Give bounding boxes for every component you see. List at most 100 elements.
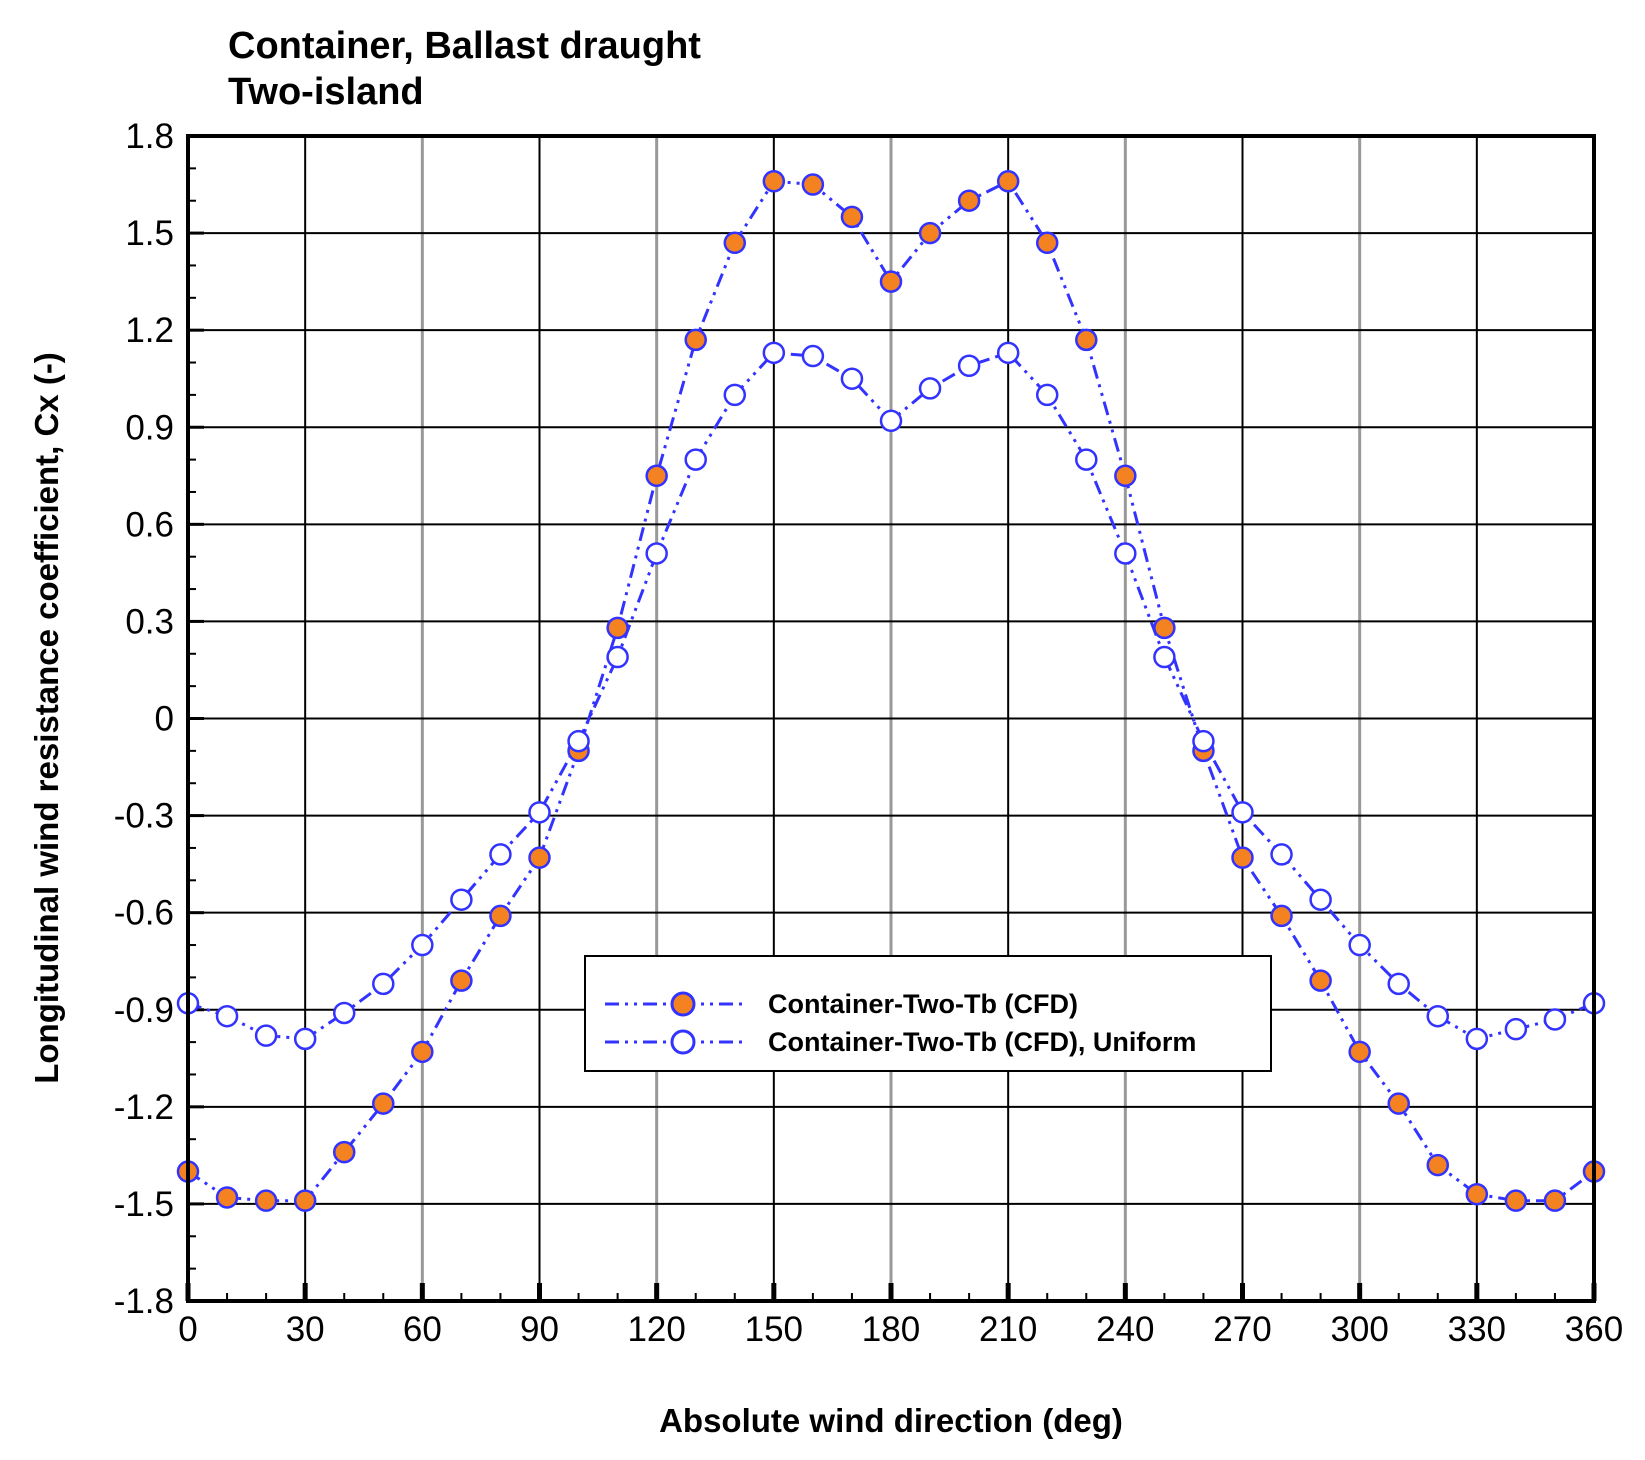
- legend-label-2: Container-Two-Tb (CFD), Uniform: [768, 1027, 1196, 1057]
- series-2-point: [1114, 542, 1137, 565]
- y-tick-label: -1.5: [114, 1185, 174, 1224]
- series-1-point: [684, 328, 707, 352]
- series-2-point: [372, 972, 395, 996]
- x-tick-label: 210: [979, 1310, 1037, 1349]
- x-tick-label: 330: [1448, 1310, 1506, 1349]
- series-1-point: [450, 969, 473, 992]
- series-1-point: [215, 1186, 239, 1209]
- series-1-point: [1035, 231, 1059, 255]
- series-1-point: [528, 846, 551, 869]
- legend-label-1: Container-Two-Tb (CFD): [768, 989, 1078, 1019]
- series-1-point: [254, 1189, 278, 1212]
- series-2-point: [567, 729, 590, 753]
- chart-title: Container, Ballast draught: [228, 25, 701, 67]
- legend-box: [584, 955, 1272, 1072]
- x-tick-label: 0: [178, 1310, 197, 1349]
- series-2-point: [1387, 972, 1410, 996]
- series-markers: [176, 170, 1606, 1212]
- series-1-point: [1075, 328, 1098, 352]
- series-1-point: [879, 270, 903, 293]
- series-2-point: [801, 344, 825, 368]
- y-axis-label: Longitudinal wind resistance coefficient…: [28, 352, 65, 1084]
- series-2-point: [840, 367, 864, 390]
- series-2-point: [1309, 888, 1332, 911]
- series-2-point: [684, 448, 707, 471]
- series-2-point: [1348, 933, 1371, 957]
- series-2-point: [411, 933, 434, 957]
- series-1-point: [1465, 1182, 1489, 1206]
- series-2-point: [723, 383, 747, 407]
- x-tick-label: 150: [745, 1310, 803, 1349]
- series-2-point: [1465, 1027, 1489, 1051]
- series-2-point: [489, 843, 512, 866]
- series-1-point: [489, 904, 512, 928]
- y-tick-label: 0.6: [125, 505, 174, 544]
- x-tick-label: 120: [627, 1310, 685, 1349]
- series-2-point: [1035, 383, 1059, 407]
- series-1-point: [1114, 464, 1137, 488]
- x-tick-label: 300: [1330, 1310, 1388, 1349]
- series-1-point: [840, 205, 864, 229]
- series-2-point: [996, 341, 1020, 365]
- series-1-point: [1309, 969, 1332, 992]
- series-1-point: [996, 170, 1020, 193]
- y-tick-label: 0.3: [125, 602, 174, 641]
- series-1-point: [957, 189, 981, 212]
- series-2-point: [332, 1001, 356, 1025]
- series-1-point: [801, 173, 825, 196]
- series-2-point: [1426, 1004, 1450, 1028]
- series-2-point: [957, 354, 981, 378]
- grid: [188, 136, 1594, 1301]
- series-1-point: [645, 464, 668, 488]
- series-1-point: [1504, 1189, 1528, 1212]
- series-2-point: [254, 1024, 278, 1047]
- series-2-point: [1270, 843, 1293, 866]
- y-tick-label: 1.5: [125, 214, 174, 253]
- series-1-point: [1270, 904, 1293, 928]
- series-1-point: [1543, 1189, 1567, 1212]
- series-2-point: [1075, 448, 1098, 471]
- y-tick-label: -0.6: [114, 894, 174, 933]
- x-tick-label: 180: [862, 1310, 920, 1349]
- y-tick-label: -0.3: [114, 797, 174, 836]
- x-tick-label: 60: [403, 1310, 442, 1349]
- x-axis-label: Absolute wind direction (deg): [659, 1402, 1123, 1439]
- series-2-point: [918, 377, 942, 400]
- series-2-point: [1543, 1008, 1567, 1031]
- series-2-point: [606, 645, 629, 669]
- series-2-point: [762, 341, 786, 365]
- series-1-point: [1426, 1153, 1450, 1177]
- series-1-point: [293, 1189, 317, 1212]
- y-tick-label: -1.8: [114, 1282, 174, 1321]
- series-1-point: [1231, 846, 1254, 869]
- series-2-point: [645, 542, 668, 565]
- series-1-point: [1153, 616, 1176, 640]
- y-tick-label: -1.2: [114, 1088, 174, 1127]
- series-2-point: [1504, 1017, 1528, 1041]
- series-1-point: [918, 221, 942, 245]
- series-1-point: [762, 170, 786, 193]
- legend: Container-Two-Tb (CFD) Container-Two-Tb …: [584, 955, 1272, 1072]
- plot-frame: [186, 134, 1596, 1303]
- chart-subtitle: Two-island: [228, 71, 424, 113]
- x-tick-label: 270: [1213, 1310, 1271, 1349]
- y-tick-label: -0.9: [114, 991, 174, 1030]
- series-2-point: [450, 888, 473, 911]
- legend-marker-2: [670, 1029, 696, 1055]
- series-1-point: [372, 1092, 395, 1115]
- x-tick-label: 90: [520, 1310, 559, 1349]
- series-2-point: [1153, 645, 1176, 669]
- series-2-point: [879, 409, 903, 433]
- series-1-point: [1387, 1092, 1410, 1115]
- series-1-point: [411, 1040, 434, 1064]
- series-1-point: [332, 1140, 356, 1164]
- y-tick-label: 1.8: [125, 117, 174, 156]
- y-tick-label: 1.2: [125, 311, 174, 350]
- series-2-point: [215, 1004, 239, 1028]
- legend-marker-1: [670, 991, 696, 1017]
- y-ticks: 1.8 1.5 1.2 0.9 0.6 0.3 0 -0.3 -0.6 -0.9 -1.2 -1.5 -…: [114, 117, 204, 1321]
- y-tick-label: 0.9: [125, 408, 174, 447]
- series-2-point: [293, 1027, 317, 1051]
- x-tick-label: 30: [286, 1310, 325, 1349]
